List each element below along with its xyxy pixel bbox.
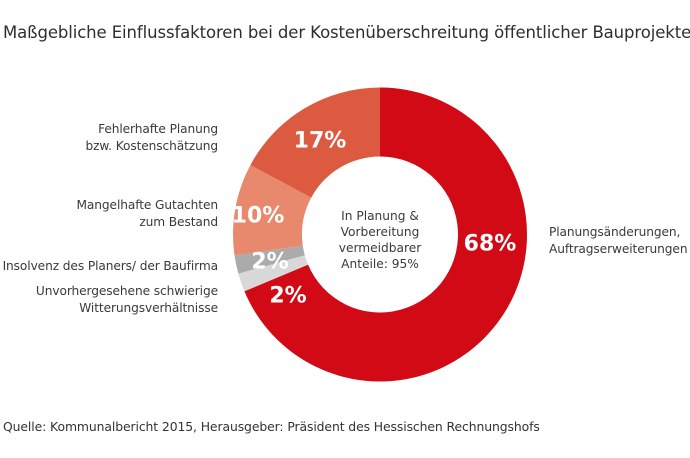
- donut-slice: [250, 87, 380, 198]
- slice-label-line: Fehlerhafte Planung: [98, 122, 218, 136]
- center-label-line: In Planung &: [341, 209, 419, 223]
- donut-slice: [238, 255, 309, 292]
- slice-label-line: zum Bestand: [139, 215, 218, 229]
- donut-slice: [234, 245, 305, 274]
- slice-value-label: 17%: [294, 129, 347, 154]
- slice-label-insolvenz: Insolvenz des Planers/ der Baufirma: [2, 258, 219, 275]
- slice-label-line: Mangelhafte Gutachten: [76, 198, 219, 212]
- donut-slice: [233, 165, 312, 256]
- slice-label-line: Witterungsverhältnisse: [79, 301, 218, 315]
- slice-label-line: bzw. Kostenschätzung: [85, 139, 218, 153]
- slice-value-label: 10%: [232, 204, 285, 229]
- center-label-line: Anteile: 95%: [341, 257, 419, 271]
- source-note: Quelle: Kommunalbericht 2015, Herausgebe…: [3, 419, 540, 434]
- slice-value-label: 68%: [464, 232, 517, 257]
- slice-label-line: Auftragserweiterungen: [549, 242, 688, 256]
- slice-label-witterung: Unvorhergesehene schwierige Witterungsve…: [36, 283, 218, 317]
- slice-value-label: 2%: [269, 284, 306, 309]
- chart-title: Maßgebliche Einflussfaktoren bei der Kos…: [3, 23, 690, 42]
- slice-label-mangelhafte-gutachten: Mangelhafte Gutachten zum Bestand: [77, 197, 219, 231]
- slice-label-fehlerhafte-planung: Fehlerhafte Planung bzw. Kostenschätzung: [85, 121, 218, 155]
- center-label-line: vermeidbarer: [339, 241, 422, 255]
- slice-value-label: 2%: [251, 250, 288, 275]
- slice-label-line: Insolvenz des Planers/ der Baufirma: [2, 259, 219, 273]
- slice-label-line: Planungsänderungen,: [549, 225, 681, 239]
- slice-label-line: Unvorhergesehene schwierige: [35, 284, 218, 298]
- slice-label-planungsaenderungen: Planungsänderungen, Auftragserweiterunge…: [549, 224, 688, 258]
- center-label-line: Vorbereitung: [341, 225, 420, 239]
- donut-slice: [244, 87, 528, 382]
